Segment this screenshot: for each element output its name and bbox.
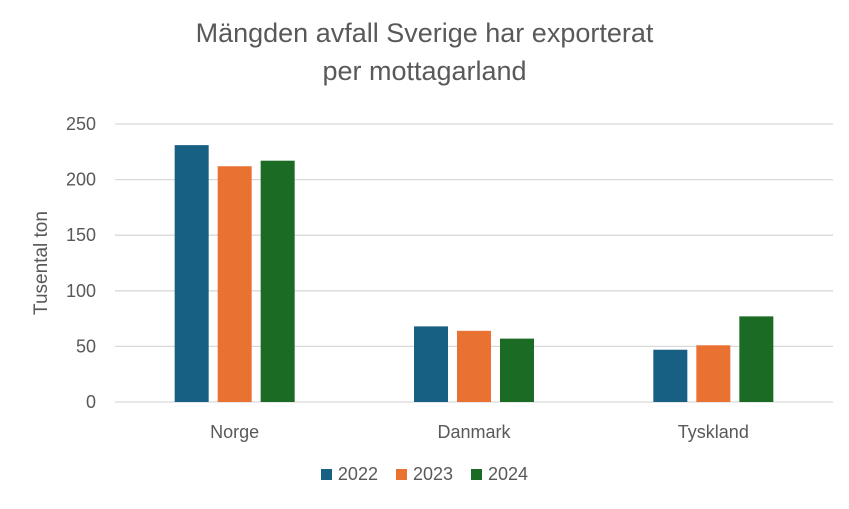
bar-danmark-2023 <box>457 330 491 402</box>
x-tick-label: Danmark <box>437 422 511 442</box>
x-tick-label: Tyskland <box>678 422 749 442</box>
bar-tyskland-2023 <box>696 345 731 402</box>
y-tick-label: 250 <box>66 114 96 134</box>
y-tick-label: 100 <box>66 281 96 301</box>
bar-danmark-2022 <box>414 326 448 402</box>
y-tick-label: 200 <box>66 170 96 190</box>
bar-norge-2023 <box>217 166 252 402</box>
chart-title-line-2: per mottagarland <box>322 56 527 86</box>
legend-item-2024: 2024 <box>471 464 528 485</box>
legend-swatch <box>320 469 332 480</box>
bar-norge-2022 <box>174 145 209 403</box>
legend-item-2023: 2023 <box>395 464 454 485</box>
x-tick-label: Norge <box>210 422 259 442</box>
chart-title-line-1: Mängden avfall Sverige har exporterat <box>195 18 654 48</box>
legend-label: 2022 <box>337 464 378 484</box>
chart-title: Mängden avfall Sverige har exporterat pe… <box>0 14 849 90</box>
y-tick-label: 50 <box>76 336 96 356</box>
bar-norge-2024 <box>260 160 295 402</box>
y-axis-label: Tusental ton <box>31 211 52 315</box>
y-tick-label: 0 <box>86 392 96 412</box>
legend-swatch <box>395 469 407 480</box>
y-tick-label: 150 <box>66 225 96 245</box>
legend-item-2022: 2022 <box>320 464 378 485</box>
bar-tyskland-2022 <box>653 349 688 402</box>
legend-label: 2023 <box>412 464 454 484</box>
bar-tyskland-2024 <box>739 316 774 402</box>
bar-danmark-2024 <box>500 338 534 402</box>
legend-swatch <box>471 469 483 480</box>
legend-label: 2024 <box>488 464 529 484</box>
legend: 2022 2023 2024 <box>0 464 849 485</box>
